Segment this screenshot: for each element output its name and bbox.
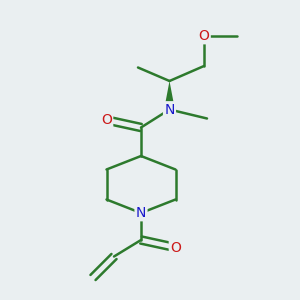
Text: O: O [101, 113, 112, 127]
Polygon shape [164, 81, 175, 110]
Text: O: O [199, 29, 209, 43]
Text: N: N [136, 206, 146, 220]
Text: N: N [164, 103, 175, 116]
Text: O: O [170, 241, 181, 254]
